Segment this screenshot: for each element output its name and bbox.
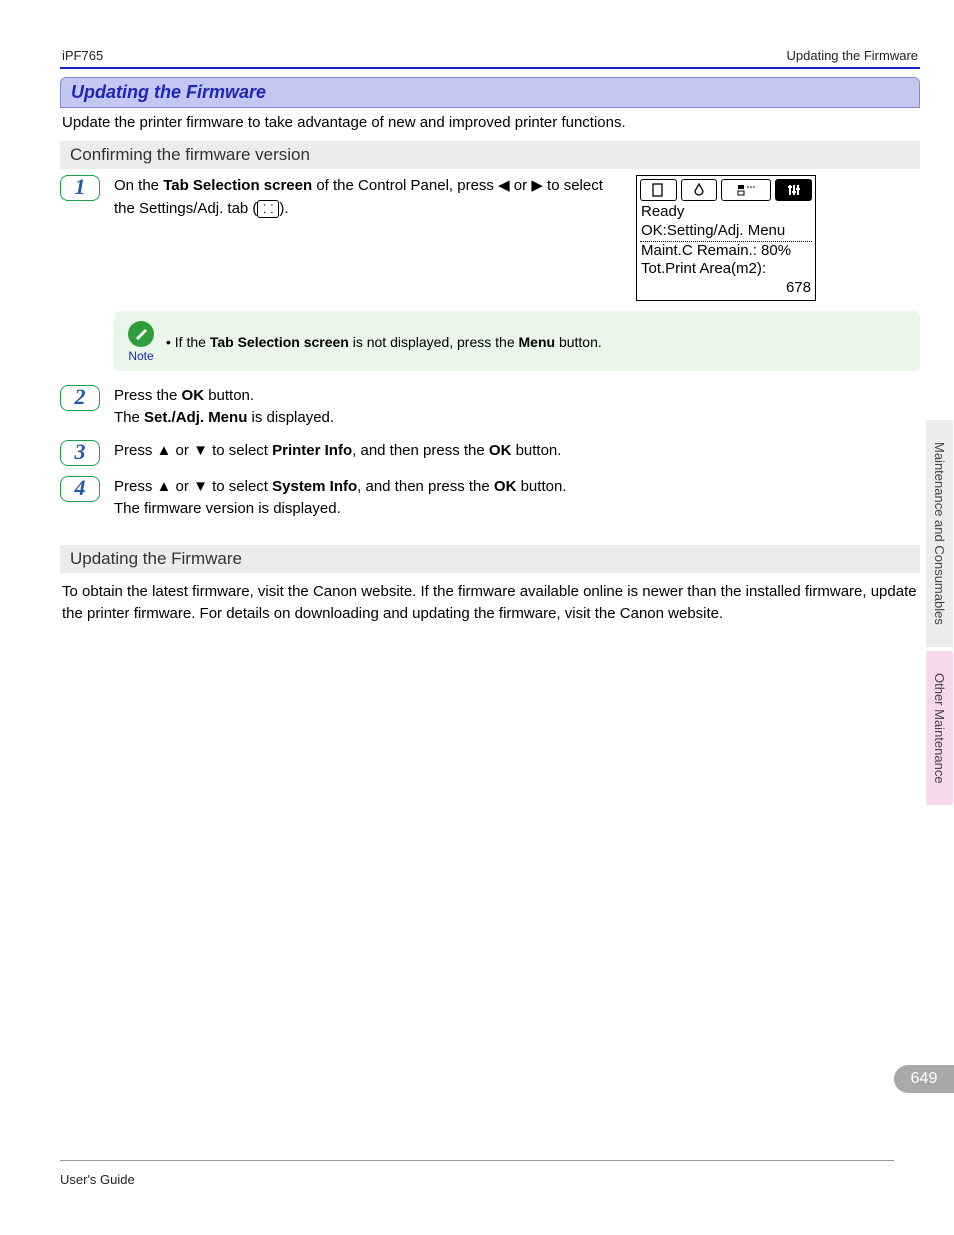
t: On the xyxy=(114,177,163,194)
t: button. xyxy=(516,478,566,495)
display-line-2: OK:Setting/Adj. Menu xyxy=(637,222,815,241)
page: iPF765 Updating the Firmware Updating th… xyxy=(0,0,954,1235)
step-2-body: Press the OK button. The Set./Adj. Menu … xyxy=(114,385,920,430)
step-1: 1 On the Tab Selection screen of the Con… xyxy=(60,175,920,301)
down-arrow-icon: ▼ xyxy=(193,478,208,495)
section-heading-confirm: Confirming the firmware version xyxy=(60,141,920,169)
step-4-body: Press ▲ or ▼ to select System Info, and … xyxy=(114,476,920,521)
t: Press xyxy=(114,442,157,459)
header-rule xyxy=(60,67,920,69)
footer-text: User's Guide xyxy=(60,1172,135,1187)
t: Tab Selection screen xyxy=(163,177,312,194)
page-number-badge: 649 xyxy=(894,1065,954,1093)
t: or xyxy=(171,478,193,495)
section-heading-update: Updating the Firmware xyxy=(60,545,920,573)
t: or xyxy=(510,177,532,194)
step-2: 2 Press the OK button. The Set./Adj. Men… xyxy=(60,385,920,430)
t: , and then press the xyxy=(357,478,494,495)
step-3-body: Press ▲ or ▼ to select Printer Info, and… xyxy=(114,440,920,463)
t: Set./Adj. Menu xyxy=(144,409,247,426)
page-title: Updating the Firmware xyxy=(60,77,920,108)
t: Tab Selection screen xyxy=(210,334,349,350)
display-line-4: Tot.Print Area(m2): xyxy=(637,260,815,279)
t: Press xyxy=(114,478,157,495)
section-2-body: To obtain the latest firmware, visit the… xyxy=(60,579,920,627)
t: is displayed. xyxy=(247,409,334,426)
t: , and then press the xyxy=(352,442,489,459)
step-number: 2 xyxy=(60,385,100,411)
note-icon: Note xyxy=(128,321,154,363)
left-arrow-icon: ◀ xyxy=(498,177,510,194)
t: to select xyxy=(208,478,272,495)
t: button. xyxy=(511,442,561,459)
t: ). xyxy=(279,200,288,217)
step-number: 1 xyxy=(60,175,100,201)
side-tab-other[interactable]: Other Maintenance xyxy=(926,651,953,806)
t: If the xyxy=(175,334,210,350)
display-line-5: 678 xyxy=(637,279,815,300)
step-1-body: On the Tab Selection screen of the Contr… xyxy=(114,175,624,220)
step-number: 4 xyxy=(60,476,100,502)
t: is not displayed, press the xyxy=(349,334,519,350)
bullet: • xyxy=(166,334,171,350)
t: The firmware version is displayed. xyxy=(114,500,341,517)
settings-adj-tab-icon: ⸬ xyxy=(257,200,279,218)
note-box: Note • If the Tab Selection screen is no… xyxy=(114,311,920,371)
display-tab-job-icon xyxy=(721,179,771,201)
up-arrow-icon: ▲ xyxy=(157,478,172,495)
display-tabs xyxy=(637,176,815,203)
display-tab-ink-icon xyxy=(681,179,718,201)
display-line-1: Ready xyxy=(637,203,815,222)
display-tab-settings-icon xyxy=(775,179,812,201)
t: button. xyxy=(555,334,602,350)
t: Menu xyxy=(519,334,556,350)
t: of the Control Panel, press xyxy=(312,177,498,194)
t: The xyxy=(114,409,144,426)
note-label: Note xyxy=(128,349,154,363)
header-left: iPF765 xyxy=(62,48,103,63)
t: or xyxy=(171,442,193,459)
intro-text: Update the printer firmware to take adva… xyxy=(60,108,920,141)
t: OK xyxy=(182,387,205,404)
display-tab-paper-icon xyxy=(640,179,677,201)
footer-rule xyxy=(60,1160,894,1161)
step-number: 3 xyxy=(60,440,100,466)
side-tabs: Maintenance and Consumables Other Mainte… xyxy=(926,420,954,805)
up-arrow-icon: ▲ xyxy=(157,442,172,459)
t: OK xyxy=(489,442,512,459)
step-4: 4 Press ▲ or ▼ to select System Info, an… xyxy=(60,476,920,521)
t: Press the xyxy=(114,387,182,404)
t: button. xyxy=(204,387,254,404)
printer-display: Ready OK:Setting/Adj. Menu Maint.C Remai… xyxy=(636,175,816,301)
down-arrow-icon: ▼ xyxy=(193,442,208,459)
header-right: Updating the Firmware xyxy=(787,48,919,63)
step-3: 3 Press ▲ or ▼ to select Printer Info, a… xyxy=(60,440,920,466)
side-tab-maintenance[interactable]: Maintenance and Consumables xyxy=(926,420,953,647)
t: OK xyxy=(494,478,517,495)
note-text: • If the Tab Selection screen is not dis… xyxy=(166,334,602,350)
right-arrow-icon: ▶ xyxy=(531,177,543,194)
t: Printer Info xyxy=(272,442,352,459)
t: to select xyxy=(208,442,272,459)
running-header: iPF765 Updating the Firmware xyxy=(60,48,920,67)
display-line-3: Maint.C Remain.: 80% xyxy=(637,242,815,261)
t: System Info xyxy=(272,478,357,495)
